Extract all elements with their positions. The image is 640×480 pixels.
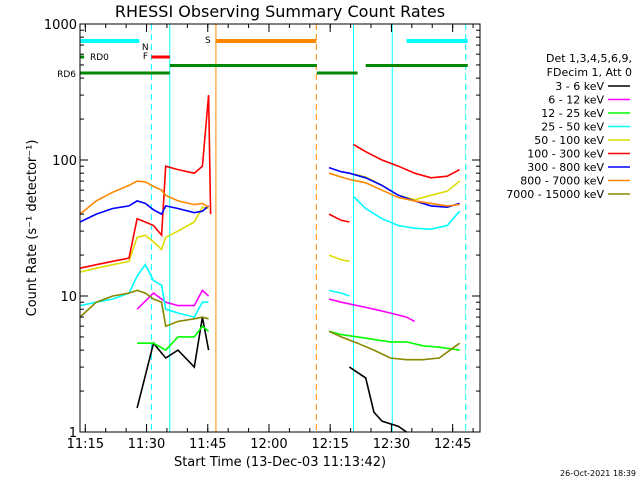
series-lines — [79, 95, 461, 433]
event-marker-lines — [79, 24, 467, 432]
series-line-3-seg-1 — [328, 289, 350, 297]
timestamp: 26-Oct-2021 18:39 — [560, 469, 636, 478]
series-line-1-seg-1 — [328, 298, 416, 323]
legend-label-7: 800 - 7000 keV — [520, 175, 604, 188]
series-line-0-seg-0 — [136, 316, 210, 409]
flag-bar-n-1 — [406, 39, 468, 43]
legend-label-3: 25 - 50 keV — [541, 121, 604, 134]
series-line-8-seg-0 — [79, 289, 209, 328]
y-tick-label-0: 1 — [69, 426, 77, 441]
axis-ticks — [80, 23, 480, 433]
series-line-5-seg-1 — [328, 213, 350, 223]
series-line-5-seg-2 — [353, 143, 460, 179]
x-tick-label-2: 11:45 — [189, 437, 226, 452]
flag-label-s: S — [205, 36, 211, 46]
y-tick-label-2: 100 — [52, 154, 77, 169]
x-tick-label-5: 12:30 — [373, 437, 410, 452]
flag-bar-f-0 — [151, 55, 170, 59]
plot-frame — [79, 23, 481, 433]
flag-label-rd6: RD6 — [57, 70, 76, 80]
series-line-6-seg-0 — [79, 200, 210, 223]
series-line-2-seg-0 — [137, 325, 210, 352]
series-line-8-seg-1 — [328, 330, 461, 361]
x-tick-label-6: 12:45 — [434, 437, 471, 452]
flag-label-f: F — [143, 52, 148, 62]
chart-title: RHESSI Observing Summary Count Rates — [115, 2, 445, 21]
flag-bar-rd6-0 — [80, 71, 170, 75]
legend-label-0: 3 - 6 keV — [555, 80, 604, 93]
series-line-4-seg-0 — [79, 206, 209, 273]
series-line-2-seg-1 — [328, 330, 460, 351]
legend-label-1: 6 - 12 keV — [548, 94, 604, 107]
series-line-6-seg-1 — [328, 166, 460, 209]
series-line-3-seg-2 — [352, 195, 461, 231]
legend-label-8: 7000 - 15000 keV — [506, 188, 604, 201]
status-bar-0 — [169, 64, 317, 67]
status-bar-1 — [365, 64, 468, 67]
x-tick-label-3: 12:00 — [250, 437, 287, 452]
legend-header-1: FDecim 1, Att 0 — [547, 66, 632, 79]
flag-bar-s-0 — [215, 39, 317, 43]
series-line-3-seg-0 — [79, 263, 209, 319]
legend-label-6: 300 - 800 keV — [527, 161, 604, 174]
flag-bar-n-0 — [80, 39, 140, 43]
flag-bars: NF S RD0 RD6 — [57, 36, 468, 80]
y-axis-label: Count Rate (s⁻¹ detector⁻¹) — [25, 140, 40, 317]
x-axis-label: Start Time (13-Dec-03 11:13:42) — [174, 455, 386, 470]
series-line-5-seg-0 — [79, 95, 212, 269]
flag-bar-rd6-1 — [316, 71, 358, 75]
series-line-7-seg-0 — [79, 180, 210, 215]
series-line-0-seg-1 — [348, 366, 407, 433]
legend-label-5: 100 - 300 keV — [527, 148, 604, 161]
legend-label-4: 50 - 100 keV — [534, 134, 604, 147]
flag-label-rd0: RD0 — [90, 53, 109, 63]
series-line-1-seg-0 — [136, 289, 210, 310]
x-tick-label-1: 11:30 — [128, 437, 165, 452]
series-line-4-seg-1 — [328, 254, 350, 263]
series-line-4-seg-2 — [353, 173, 461, 201]
legend: Det 1,3,4,5,6,9,FDecim 1, Att 03 - 6 keV… — [506, 52, 632, 201]
series-line-7-seg-1 — [328, 172, 460, 207]
flag-label-n: N — [142, 43, 149, 53]
x-tick-label-4: 12:15 — [311, 437, 348, 452]
flag-bar-rd0-0 — [80, 55, 85, 59]
axis-tick-labels: 11:15 11:30 11:45 12:00 12:15 12:30 12:45 1 10 10… — [44, 18, 471, 452]
x-tick-label-0: 11:15 — [67, 437, 104, 452]
y-tick-label-3: 1000 — [44, 18, 77, 33]
legend-label-2: 12 - 25 keV — [541, 107, 604, 120]
y-tick-label-1: 10 — [60, 290, 77, 305]
legend-header-0: Det 1,3,4,5,6,9, — [546, 52, 632, 65]
